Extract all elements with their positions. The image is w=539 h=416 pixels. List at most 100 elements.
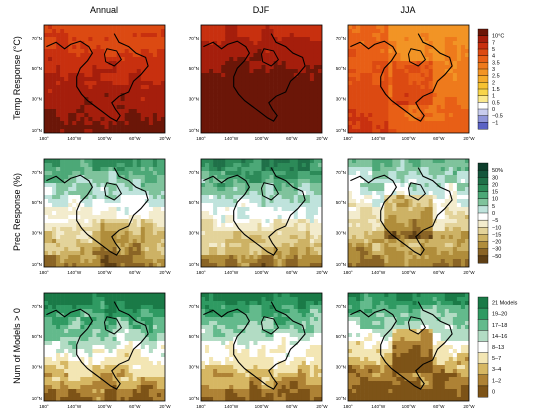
field-cell: [400, 163, 405, 168]
field-cell: [221, 73, 226, 78]
field-cell: [245, 211, 250, 216]
field-cell: [84, 191, 89, 196]
field-cell: [245, 263, 250, 267]
field-cell: [124, 33, 129, 38]
field-cell: [112, 41, 117, 46]
field-cell: [285, 195, 291, 200]
field-cell: [309, 167, 315, 172]
field-cell: [416, 247, 421, 252]
field-cell: [253, 247, 258, 252]
field-cell: [253, 85, 258, 90]
field-cell: [420, 255, 425, 260]
field-cell: [348, 179, 353, 184]
field-cell: [428, 263, 433, 267]
field-cell: [104, 93, 109, 98]
field-cell: [368, 167, 373, 172]
field-cell: [420, 77, 425, 82]
field-cell: [209, 163, 214, 168]
field-cell: [416, 29, 421, 34]
field-cell: [76, 61, 81, 66]
field-cell: [281, 129, 286, 133]
field-cell: [48, 313, 53, 318]
field-cell: [297, 65, 303, 70]
field-cell: [317, 159, 322, 164]
field-cell: [456, 175, 462, 180]
field-cell: [84, 167, 89, 172]
field-cell: [221, 203, 226, 208]
field-cell: [285, 53, 291, 58]
field-cell: [269, 211, 274, 216]
field-cell: [140, 211, 146, 216]
field-cell: [440, 113, 446, 118]
field-cell: [289, 263, 295, 267]
field-cell: [285, 113, 291, 118]
field-cell: [148, 183, 154, 188]
field-cell: [68, 61, 73, 66]
field-cell: [116, 121, 121, 126]
field-cell: [380, 163, 385, 168]
field-cell: [217, 61, 222, 66]
field-cell: [428, 49, 433, 54]
field-cell: [269, 247, 274, 252]
field-cell: [360, 179, 365, 184]
field-cell: [249, 129, 254, 133]
field-cell: [436, 263, 442, 267]
field-cell: [201, 33, 206, 38]
field-cell: [245, 129, 250, 133]
field-cell: [201, 175, 206, 180]
field-cell: [257, 97, 262, 102]
field-cell: [92, 109, 97, 114]
field-cell: [221, 113, 226, 118]
field-cell: [261, 183, 266, 188]
field-cell: [253, 41, 258, 46]
field-cell: [400, 243, 405, 248]
field-cell: [360, 125, 365, 130]
field-cell: [309, 109, 315, 114]
field-cell: [432, 251, 438, 256]
field-cell: [225, 97, 230, 102]
field-cell: [301, 41, 307, 46]
field-cell: [201, 223, 206, 228]
field-cell: [273, 195, 278, 200]
field-cell: [452, 199, 458, 204]
field-cell: [416, 113, 421, 118]
field-cell: [148, 85, 154, 90]
field-cell: [448, 211, 454, 216]
field-cell: [277, 191, 282, 196]
field-cell: [88, 109, 93, 114]
field-cell: [144, 109, 150, 114]
field-cell: [136, 199, 142, 204]
field-cell: [68, 187, 73, 192]
field-cell: [48, 163, 53, 168]
field-cell: [317, 85, 322, 90]
field-cell: [68, 93, 73, 98]
field-cell: [100, 171, 105, 176]
field-cell: [380, 101, 385, 106]
field-cell: [221, 41, 226, 46]
field-cell: [460, 203, 466, 208]
field-cell: [88, 175, 93, 180]
field-cell: [217, 227, 222, 232]
field-cell: [64, 191, 69, 196]
field-cell: [92, 263, 97, 267]
field-cell: [352, 231, 357, 236]
field-cell: [273, 129, 278, 133]
field-cell: [380, 85, 385, 90]
field-cell: [56, 77, 61, 82]
field-cell: [213, 65, 218, 70]
field-cell: [80, 85, 85, 90]
field-cell: [404, 85, 409, 90]
field-cell: [372, 113, 377, 118]
field-cell: [221, 97, 226, 102]
field-cell: [160, 69, 165, 74]
field-cell: [217, 53, 222, 58]
field-cell: [301, 231, 307, 236]
lat-label: 30°N: [336, 96, 346, 101]
field-cell: [444, 105, 450, 110]
field-cell: [301, 25, 307, 30]
field-cell: [205, 113, 210, 118]
field-cell: [372, 49, 377, 54]
field-cell: [88, 113, 93, 118]
field-cell: [124, 85, 129, 90]
field-cell: [368, 215, 373, 220]
